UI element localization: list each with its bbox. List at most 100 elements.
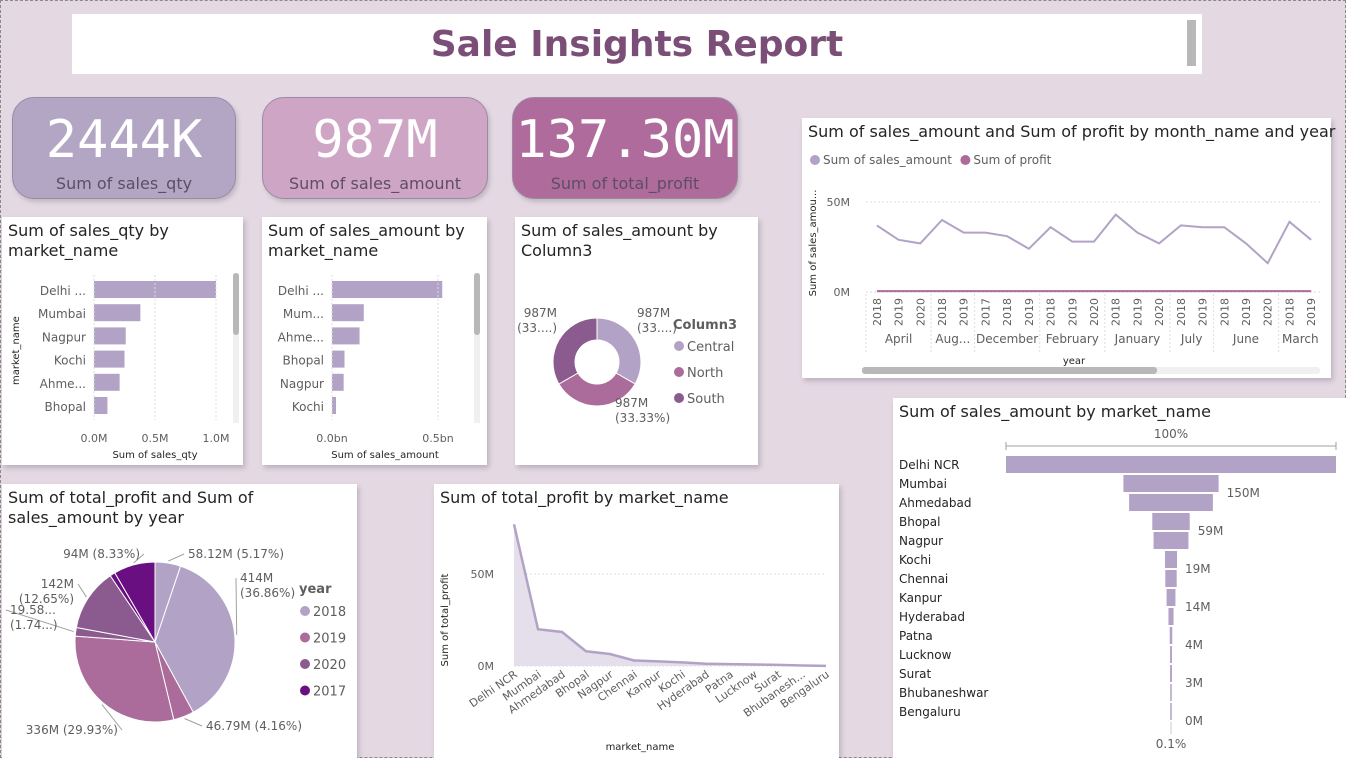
qty-bar-svg: Delhi ... Mumbai Nagpur Kochi Ahme... Bhopal 0…: [11, 273, 239, 461]
category-label: Nagpur: [42, 330, 86, 344]
legend-label: Central: [687, 340, 734, 355]
funnel-bar: [1170, 703, 1172, 720]
legend-title: year: [299, 582, 332, 597]
category-label: Delhi NCR: [899, 458, 959, 472]
legend-label: Sum of profit: [973, 153, 1051, 167]
x-tick-label: 2019: [1197, 298, 1210, 326]
chart-profit-amount-by-year[interactable]: Sum of total_profit and Sum of sales_amo…: [2, 484, 357, 758]
data-label: 58.12M (5.17%): [188, 547, 284, 561]
bar: [94, 327, 126, 345]
data-label: (33....): [637, 321, 677, 335]
x-tick-label: 2019: [1066, 298, 1079, 326]
kpi-card-total-profit[interactable]: 137.30M Sum of total_profit: [512, 97, 738, 199]
chart-amount-by-zone[interactable]: Sum of sales_amount by Column3 987M (33..…: [515, 217, 758, 465]
category-label: Ahmedabad: [899, 496, 971, 510]
funnel-bar: [1006, 456, 1336, 473]
area-fill: [514, 524, 826, 666]
x-tick-label: 2020: [1153, 298, 1166, 326]
funnel-bar: [1168, 608, 1174, 625]
category-label: Bengaluru: [899, 705, 961, 719]
bar: [94, 397, 108, 414]
category-label: Bhubaneshwar: [899, 686, 988, 700]
category-label: Surat: [899, 667, 932, 681]
funnel-bar: [1170, 665, 1172, 682]
leader-line: [168, 553, 185, 562]
category-label: Hyderabad: [899, 610, 965, 624]
kpi-label: Sum of sales_qty: [55, 174, 193, 193]
funnel-bar: [1170, 684, 1172, 701]
group-label: June: [1232, 332, 1259, 346]
scroll-thumb[interactable]: [233, 273, 239, 335]
data-label: 59M: [1198, 524, 1224, 538]
y-tick-label: 50M: [471, 568, 495, 581]
kpi-value: 987M: [312, 110, 438, 170]
chart-title: Sum of total_profit and Sum of sales_amo…: [8, 488, 254, 527]
x-tick-label: 2019: [1305, 298, 1318, 326]
chart-title: Sum of sales_amount and Sum of profit by…: [808, 122, 1336, 141]
data-label: 19M: [1185, 562, 1211, 576]
report-title: Sale Insights Report: [430, 24, 844, 65]
funnel-bar: [1152, 513, 1190, 530]
kpi-card-sales-qty[interactable]: 2444K Sum of sales_qty: [12, 97, 236, 199]
amount-bar-svg: Delhi ... Mum... Ahme... Bhopal Nagpur Kochi 0…: [278, 273, 480, 461]
data-label: 19.58...: [10, 603, 56, 617]
scroll-thumb[interactable]: [474, 273, 480, 335]
x-axis-label: Sum of sales_amount: [331, 450, 439, 461]
kpi-card-sales-amount[interactable]: 987M Sum of sales_amount: [262, 97, 488, 199]
bottom-percent-label: 0.1%: [1156, 737, 1187, 751]
x-tick-label: 2020: [1088, 298, 1101, 326]
bar: [332, 281, 443, 298]
banner-scrollbar[interactable]: [1187, 20, 1196, 66]
legend-marker: [674, 393, 684, 403]
scroll-track[interactable]: [474, 273, 480, 423]
group-label: July: [1180, 332, 1203, 346]
x-tick-label: 0.5M: [142, 432, 169, 445]
kpi-label: Sum of sales_amount: [289, 174, 461, 193]
chart-amount-profit-by-month[interactable]: Sum of sales_amount and Sum of profit by…: [802, 118, 1336, 378]
legend-marker: [674, 341, 684, 351]
donut-slice: [558, 372, 636, 407]
legend-marker: [300, 606, 310, 616]
data-label: (12.65%): [19, 592, 74, 606]
data-label: 46.79M (4.16%): [206, 719, 302, 733]
category-label: Chennai: [899, 572, 948, 586]
category-label: Mum...: [283, 307, 324, 321]
data-label: (36.86%): [240, 586, 295, 600]
funnel-bar: [1165, 570, 1177, 587]
category-label: Bhopal: [899, 515, 940, 529]
bar: [332, 397, 337, 414]
leader-line: [184, 718, 203, 727]
x-tick-label: 2020: [914, 298, 927, 326]
data-label: 414M: [240, 571, 273, 585]
funnel-svg: 100% 0.1% Delhi NCR Mumbai 150M Ahmedabad Bhop…: [899, 427, 1337, 751]
x-tick-label: 2018: [1045, 298, 1058, 326]
bar: [332, 350, 345, 368]
chart-profit-by-market[interactable]: Sum of total_profit by market_name 0M 50M…: [434, 484, 839, 758]
leader-line: [235, 577, 238, 635]
pie-slice: [74, 635, 175, 723]
x-axis-label: year: [1063, 356, 1086, 367]
pie-slice: [114, 561, 156, 644]
bar: [94, 281, 216, 298]
title-banner: Sale Insights Report: [72, 14, 1202, 74]
category-label: Nagpur: [899, 534, 943, 548]
x-tick-label: 2017: [979, 298, 992, 326]
y-tick-label: 0M: [478, 660, 495, 673]
category-label: Ahme...: [40, 377, 86, 391]
chart-title: Sum of sales_amount by market_name: [899, 402, 1211, 421]
data-label: 150M: [1227, 486, 1260, 500]
h-scroll-thumb[interactable]: [862, 367, 1157, 374]
chart-qty-by-market[interactable]: Sum of sales_qty by market_name Delhi ..…: [2, 217, 243, 465]
chart-title: Sum of sales_qty by market_name: [8, 221, 169, 260]
funnel-bar: [1129, 494, 1213, 511]
chart-amount-funnel[interactable]: Sum of sales_amount by market_name 100% 0…: [893, 398, 1346, 758]
scroll-track[interactable]: [233, 273, 239, 423]
data-label: 142M: [41, 577, 74, 591]
category-label: Nagpur: [280, 377, 324, 391]
data-label: 987M: [524, 306, 557, 320]
leader-line: [77, 583, 87, 598]
legend-label: 2018: [313, 605, 346, 620]
x-tick-label: 2020: [1262, 298, 1275, 326]
chart-amount-by-market[interactable]: Sum of sales_amount by market_name Delhi…: [262, 217, 487, 465]
